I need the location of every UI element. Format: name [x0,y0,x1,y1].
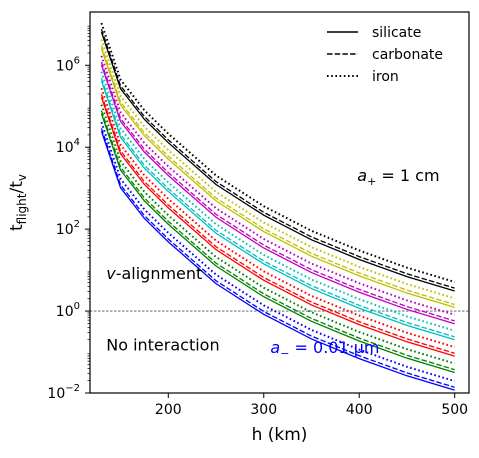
annotation-noint: No interaction [106,335,219,354]
x-tick-label: 300 [250,402,277,418]
series-line-carbonate-group-5 [100,94,455,354]
series-line-carbonate-group-1 [100,29,455,289]
y-axis-label-denominator-subscript: v [15,174,29,181]
series-line-carbonate-group-2 [100,45,455,306]
y-axis-label: tflight/tv [7,174,29,231]
y-axis-label-separator: /t [7,181,27,194]
series-line-carbonate-group-3 [100,61,455,322]
series-line-iron-group-2 [100,39,455,300]
y-tick-label: 104 [56,137,80,156]
series-line-iron-group-3 [100,55,455,316]
legend-label-iron: iron [372,69,399,85]
series-line-silicate-group-3 [100,64,455,325]
series-line-silicate-group-7 [100,131,455,391]
series-line-iron-group-6 [100,104,455,365]
y-tick-label: 102 [56,219,80,238]
y-tick-label: 106 [56,55,80,74]
y-axis-label-numerator-subscript: flight [15,193,29,224]
series-layer [90,22,469,391]
annotation-valign: v-alignment [106,264,202,283]
series-line-carbonate-group-6 [100,110,455,371]
x-tick-label: 400 [346,402,373,418]
series-line-carbonate-group-7 [100,128,455,388]
series-line-silicate-group-5 [100,97,455,357]
y-tick-label: 100 [56,301,80,320]
legend-label-silicate: silicate [372,25,421,41]
series-line-iron-group-7 [100,121,455,383]
x-tick-label: 200 [155,402,182,418]
series-line-silicate-group-2 [100,48,455,309]
annotation-layer: a+ = 1 cm v-alignment No interaction a− = 0… [106,166,439,360]
y-axis-label-main: t [7,224,27,231]
series-line-carbonate-group-4 [100,77,455,338]
annotation-top: a+ = 1 cm [357,166,439,188]
ticks-layer: 200 300 400 500 10−2 100 102 104 106 [47,25,468,418]
legend: silicate carbonate iron [327,25,443,85]
series-line-silicate-group-6 [100,113,455,374]
x-tick-label: 500 [441,402,468,418]
series-line-iron-group-1 [100,22,455,283]
series-line-silicate-group-4 [100,80,455,341]
series-line-iron-group-5 [100,87,455,349]
x-axis-label: h (km) [252,425,308,445]
legend-label-carbonate: carbonate [372,47,443,63]
series-line-iron-group-4 [100,71,455,332]
series-line-silicate-group-1 [100,31,455,292]
y-tick-label: 10−2 [47,383,80,402]
annotation-bottom: a− = 0.01 μm [270,338,379,360]
axes-frame [89,11,470,394]
